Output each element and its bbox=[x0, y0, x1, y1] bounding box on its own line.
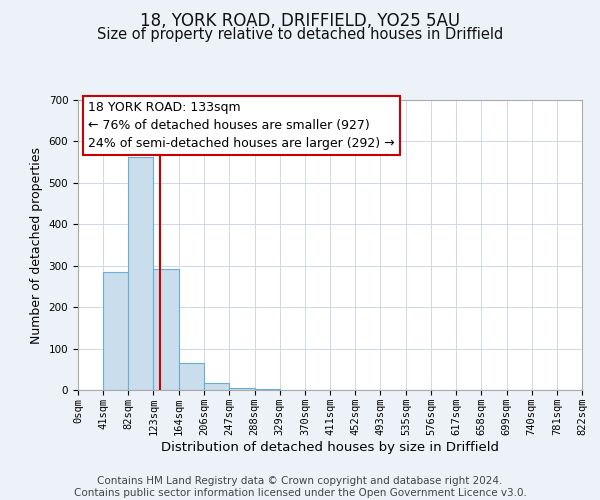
Bar bbox=[179, 363, 205, 390]
X-axis label: Distribution of detached houses by size in Driffield: Distribution of detached houses by size … bbox=[161, 440, 499, 454]
Bar bbox=[229, 388, 254, 390]
Text: 18, YORK ROAD, DRIFFIELD, YO25 5AU: 18, YORK ROAD, DRIFFIELD, YO25 5AU bbox=[140, 12, 460, 30]
Text: Size of property relative to detached houses in Driffield: Size of property relative to detached ho… bbox=[97, 28, 503, 42]
Bar bbox=[154, 268, 179, 390]
Text: 18 YORK ROAD: 133sqm
← 76% of detached houses are smaller (927)
24% of semi-deta: 18 YORK ROAD: 133sqm ← 76% of detached h… bbox=[88, 102, 395, 150]
Text: Contains HM Land Registry data © Crown copyright and database right 2024.
Contai: Contains HM Land Registry data © Crown c… bbox=[74, 476, 526, 498]
Bar bbox=[205, 382, 229, 390]
Bar bbox=[128, 157, 154, 390]
Bar bbox=[254, 389, 280, 390]
Y-axis label: Number of detached properties: Number of detached properties bbox=[30, 146, 43, 344]
Bar bbox=[103, 272, 128, 390]
